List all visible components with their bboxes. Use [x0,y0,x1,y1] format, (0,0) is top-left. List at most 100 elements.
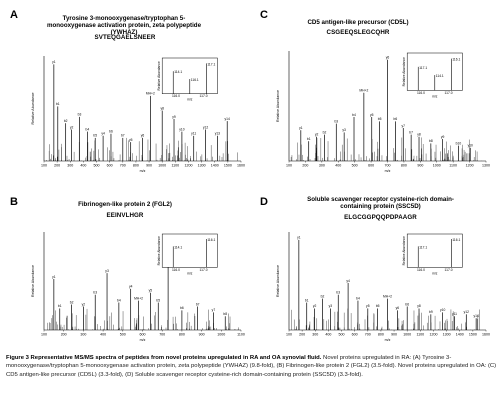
peak-label: y11 [452,312,457,316]
inset-peak-label: 116.1 [452,58,460,62]
x-axis-label: m/z [385,338,391,342]
peptide-sequence: EEINVLHGR [106,212,144,219]
peak-label: y4 [346,279,350,283]
peak-label: b2 [70,300,74,304]
inset-peak-label: 117.1 [419,245,427,249]
peak-label: y9 [441,135,445,139]
inset-y-label: Relative Abundance [402,57,406,86]
x-tick-label: 1000 [158,164,166,168]
x-tick-label: 700 [159,333,165,337]
peptide-sequence: SVTEQGAELSNEER [94,34,156,41]
peak-label: MH+2 [359,89,368,93]
x-tick-label: 1000 [433,164,441,168]
inset-box [406,233,463,268]
peak-label: y1 [299,126,303,130]
peak-label: b1 [56,102,60,106]
peak-label: y10 [440,308,445,312]
x-axis-label: m/z [140,338,146,342]
x-tick-label: 1200 [429,333,437,337]
panel-b: B Fibrinogen-like protein 2 (FGL2) EEINV… [0,190,250,350]
peak-label: b1 [307,137,311,141]
peak-label: y10 [179,127,184,131]
x-tick-label: 600 [140,333,146,337]
inset-y-label: Relative Abundance [157,61,161,90]
y-axis-label: Relative Abundance [276,90,280,122]
peak-label: y10 [468,144,473,148]
x-tick-label: 100 [286,164,292,168]
peak-label: b4 [352,113,356,117]
x-tick-label: 200 [299,333,305,337]
x-tick-label: 200 [302,164,308,168]
panel-title: Fibrinogen-like protein 2 (FGL2) [78,201,172,208]
peak-label: y2 [70,125,74,129]
inset-peak-label: 117.1 [419,66,427,70]
peak-label: y1 [52,60,56,64]
x-tick-label: 900 [417,164,423,168]
x-tick-label: 1000 [217,333,225,337]
figure-caption: Figure 3 Representative MS/MS spectra of… [6,354,498,379]
x-tick-label: 700 [365,333,371,337]
inset-y-label: Relative Abundance [157,236,161,265]
peak-label: b5 [156,298,160,302]
x-tick-label: 300 [67,164,73,168]
x-tick-label: 1000 [403,333,411,337]
panel-title: CD5 antigen-like precursor (CD5L) [307,19,409,26]
spectrum-plot: Relative Abundance 100 200 300 400 500 600 700 8… [31,56,245,173]
x-tick-label: 1300 [443,333,451,337]
inset-peak-label: 116.1 [191,78,199,82]
y-axis-label: Relative Abundance [31,93,35,125]
x-tick-label: 900 [199,333,205,337]
x-tick-label: 400 [80,164,86,168]
x-tick-label: 1500 [469,333,477,337]
peak-label: y12 [203,125,208,129]
peak-label: b3 [78,113,82,117]
peak-label: b5 [376,304,380,308]
peak-label: b2 [64,119,68,123]
inset-tick-label: 117.0 [445,91,453,95]
x-tick-label: 800 [401,164,407,168]
x-tick-label: 300 [80,333,86,337]
inset-tick-label: 117.0 [200,268,208,272]
x-tick-label: 300 [312,333,318,337]
peak-label: y11 [191,132,196,136]
peak-label: y13 [215,132,220,136]
x-tick-label: 1400 [456,333,464,337]
peak-label: b7 [196,302,200,306]
peak-label: b4 [117,298,121,302]
peak-label: y6 [141,134,145,138]
inset-tick-label: 117.0 [200,94,208,98]
peak-label: y5 [129,138,133,142]
x-tick-label: 100 [41,333,47,337]
peak-label: b2 [323,130,327,134]
x-tick-label: 700 [385,164,391,168]
peak-label: y8 [160,106,164,110]
x-tick-label: 1300 [198,164,206,168]
inset-peak-label: 116.1 [207,238,215,242]
peak-label: b8 [429,139,433,143]
peak-label: y2 [315,133,319,137]
x-tick-label: 600 [107,164,113,168]
panel-letter: D [260,196,268,208]
inset-peak-label: 114.1 [174,70,182,74]
x-tick-label: 500 [94,164,100,168]
x-tick-label: 500 [120,333,126,337]
x-tick-label: 400 [100,333,106,337]
peak-label: y1 [52,275,56,279]
peak-label: b5 [378,117,382,121]
spectrum-plot: Relative Abundance 100 200 300 400 500 600 700 8… [31,232,245,342]
inset-tick-label: 116.0 [172,268,180,272]
x-axis-label: m/z [140,169,146,173]
peak-label: b1 [305,298,309,302]
x-tick-label: 800 [179,333,185,337]
peak-label: b1 [58,304,62,308]
peak-label: MH+2 [146,92,155,96]
peak-label: y14 [473,314,478,318]
peak-label: b4 [86,127,90,131]
peak-label: MH+2 [134,296,143,300]
x-tick-label: 1100 [449,164,457,168]
peak-label: b7 [409,130,413,134]
x-tick-label: 500 [352,164,358,168]
x-tick-label: 1600 [237,164,245,168]
peak-label: y6 [386,56,390,60]
panel-letter: C [260,9,268,21]
